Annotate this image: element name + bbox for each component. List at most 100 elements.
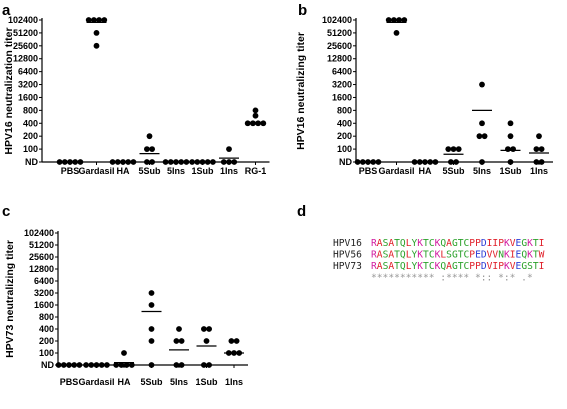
x-tick-label: 1Ins: [220, 166, 238, 176]
y-tick-label: 3200: [332, 80, 352, 90]
x-tick-label: PBS: [359, 166, 378, 176]
data-point: [201, 326, 207, 332]
data-point: [210, 159, 216, 165]
data-point: [178, 362, 185, 368]
data-point: [479, 120, 485, 127]
data-point: [510, 146, 516, 152]
data-point: [252, 107, 259, 114]
data-point: [507, 159, 514, 165]
data-point: [507, 133, 514, 140]
data-point: [61, 159, 68, 165]
sequence-row: RASATQLYKTCKLSGTCPEDVVNKIEQKTW: [371, 250, 545, 261]
y-tick-label: 102400: [8, 15, 38, 25]
data-point: [113, 362, 120, 368]
data-point: [538, 146, 545, 152]
y-tick-label: 400: [337, 118, 352, 128]
y-tick-label: 1600: [18, 92, 38, 102]
sequence-alignment: HPV16 RASATQLYKTCKQAGTCPPDIIPKVEGKTI HPV56…: [333, 238, 545, 284]
x-tick-label: HA: [117, 166, 130, 176]
data-point: [114, 159, 121, 165]
data-point: [148, 326, 155, 332]
y-tick-label: 6400: [18, 67, 38, 77]
panel-letter-b: b: [298, 2, 307, 19]
y-tick-label: 400: [39, 324, 54, 334]
data-point: [118, 362, 125, 368]
data-point: [416, 159, 423, 165]
chart-b-neutralizing-hpv16: ND 100 200 400 800 1600 3200 6400 12800 25600 5120…: [295, 15, 553, 176]
data-point: [401, 17, 408, 23]
data-point: [189, 159, 196, 165]
data-point: [250, 120, 256, 127]
data-point: [76, 362, 83, 368]
y-tick-label: 800: [23, 105, 38, 115]
y-axis-label: HPV73 neutralizing titer: [4, 240, 16, 358]
data-point: [448, 159, 454, 165]
panel-letter-c: c: [2, 203, 10, 220]
x-tick-label: 5Ins: [167, 166, 185, 176]
data-point: [505, 146, 511, 152]
data-point: [455, 146, 462, 152]
x-tick-label: 5Sub: [140, 377, 163, 387]
data-point: [385, 17, 392, 23]
x-tick-label: RG-1: [245, 166, 267, 176]
y-tick-label: 100: [23, 144, 38, 154]
data-point: [121, 350, 127, 356]
y-tick-label: 25600: [29, 252, 54, 262]
data-point: [104, 362, 110, 368]
data-point: [162, 159, 169, 165]
data-point: [56, 159, 63, 165]
y-tick-label: 3200: [18, 80, 38, 90]
y-tick-label: 6400: [34, 276, 54, 286]
data-point: [96, 17, 102, 23]
y-tick-label: 200: [39, 336, 54, 346]
data-point: [450, 146, 457, 152]
y-axis-label: HPV16 neutralization titer: [3, 27, 15, 154]
y-tick-label: 800: [337, 105, 352, 115]
data-point: [391, 17, 397, 23]
sequence-row: RASATQLYKTCKQAGTCPPDIIPKVEGKTI: [371, 238, 544, 249]
x-tick-label: Gardasil: [78, 377, 114, 387]
chart-c-neutralizing-hpv73: ND 100 200 400 800 1600 3200 6400 12800 25600 5120…: [4, 228, 248, 387]
data-point: [427, 159, 434, 165]
data-point: [226, 146, 232, 152]
y-tick-label: 6400: [332, 67, 352, 77]
data-point: [204, 159, 211, 165]
data-point: [199, 159, 206, 165]
y-tick-label: 200: [337, 131, 352, 141]
x-tick-label: 1Ins: [225, 377, 243, 387]
y-tick-label: 51200: [327, 28, 352, 38]
data-point: [77, 159, 84, 165]
data-point: [148, 290, 155, 296]
data-point: [109, 159, 116, 165]
consensus-row: *********** :**** *:: *:* .*: [371, 273, 533, 284]
data-point: [176, 326, 182, 332]
x-tick-label: 1Sub: [191, 166, 214, 176]
x-tick-label: 5Ins: [170, 377, 188, 387]
sequence-name: HPV16: [333, 238, 362, 249]
y-tick-label: 200: [23, 131, 38, 141]
y-tick-label: ND: [339, 157, 352, 167]
y-tick-label: 12800: [29, 264, 54, 274]
data-point: [453, 159, 459, 165]
data-point: [72, 159, 79, 165]
data-point: [130, 159, 137, 165]
data-point: [144, 146, 150, 152]
x-tick-label: 1Ins: [530, 166, 548, 176]
data-point: [173, 159, 179, 165]
sequence-row: RASATQLYKTCKQAGTCPPDVIPKVEGSTI: [371, 261, 544, 272]
data-point: [85, 17, 92, 23]
data-point: [375, 159, 382, 165]
x-tick-label: PBS: [60, 377, 79, 387]
data-point: [203, 338, 210, 344]
x-tick-label: 5Sub: [442, 166, 465, 176]
data-point: [144, 159, 150, 165]
data-point: [101, 17, 108, 23]
sequence-name: HPV56: [333, 250, 362, 261]
data-point: [178, 338, 185, 344]
data-point: [226, 159, 232, 165]
data-point: [228, 338, 235, 344]
y-tick-label: 102400: [322, 15, 352, 25]
data-point: [201, 362, 207, 368]
x-tick-label: 5Sub: [138, 166, 161, 176]
